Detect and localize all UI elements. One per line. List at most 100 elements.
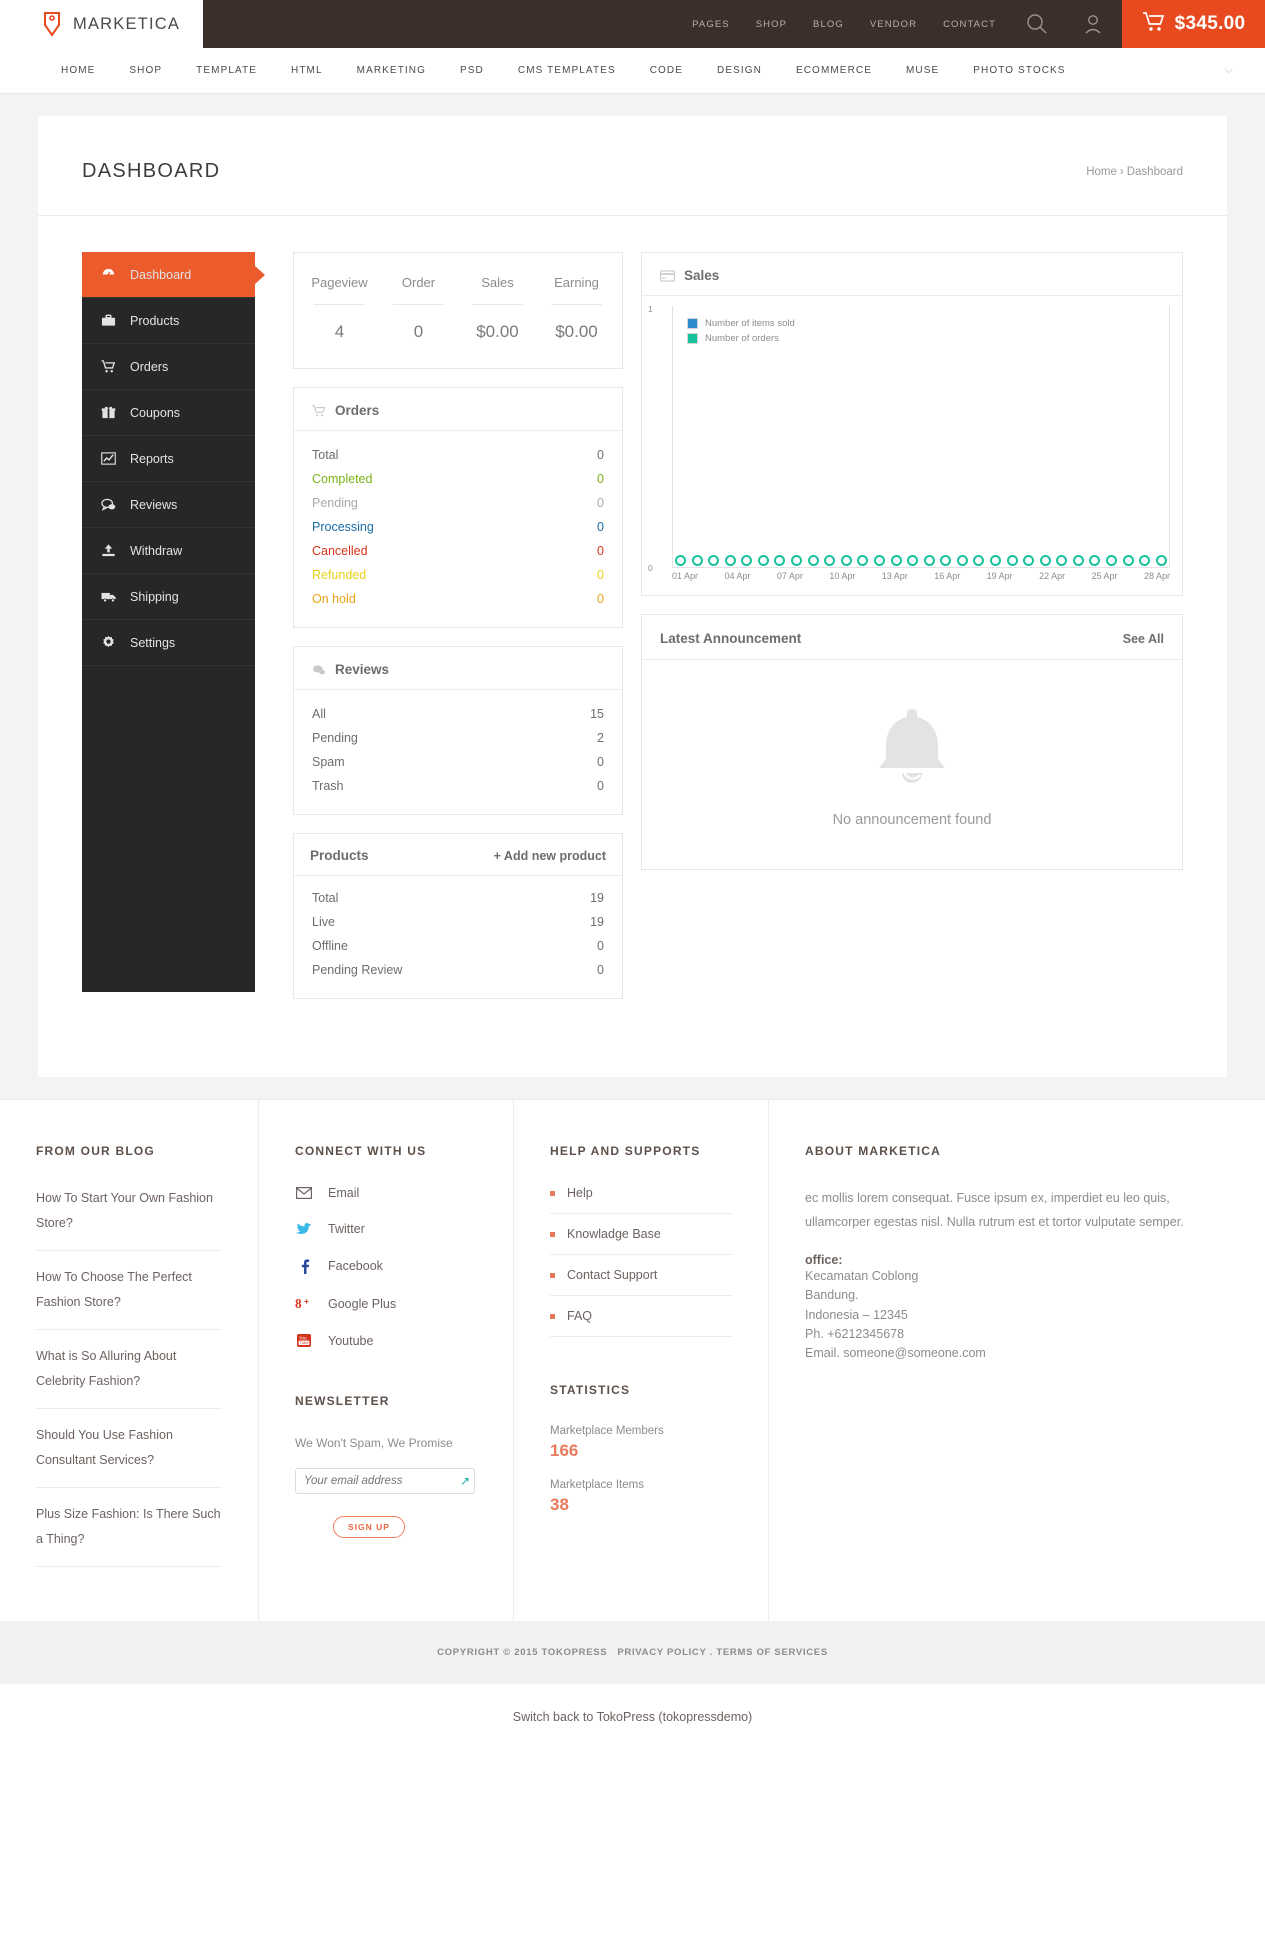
gift-icon (100, 405, 117, 420)
orders-row-pending[interactable]: Pending 0 (312, 491, 604, 515)
sidebar-label-products: Products (130, 313, 180, 328)
social-link-google-plus[interactable]: 8 + Google Plus (295, 1296, 477, 1311)
cart-button[interactable]: $345.00 (1122, 0, 1265, 48)
reviews-row-spam[interactable]: Spam 0 (312, 750, 604, 774)
help-link-faq[interactable]: FAQ (550, 1309, 732, 1337)
nav-item-design[interactable]: DESIGN (717, 65, 762, 76)
orders-row-processing[interactable]: Processing 0 (312, 515, 604, 539)
products-row-total[interactable]: Total 19 (304, 886, 612, 910)
help-link-knowledge-base[interactable]: Knowladge Base (550, 1227, 732, 1255)
social-link-email[interactable]: Email (295, 1186, 477, 1200)
orders-row-refunded[interactable]: Refunded 0 (312, 563, 604, 587)
footer-about-office-label: office: (805, 1252, 843, 1267)
nav-item-shop[interactable]: SHOP (129, 65, 163, 76)
sidebar-item-products[interactable]: Products (82, 298, 255, 344)
orders-value-on-hold: 0 (597, 592, 604, 606)
products-label-pending-review: Pending Review (312, 963, 403, 977)
site-footer: FROM OUR BLOG How To Start Your Own Fash… (0, 1099, 1265, 1758)
briefcase-icon (100, 313, 117, 328)
top-nav-item-shop[interactable]: SHOP (755, 18, 788, 30)
social-link-facebook[interactable]: Facebook (295, 1258, 477, 1274)
nav-item-photo-stocks[interactable]: PHOTO STOCKS (973, 65, 1066, 76)
nav-item-muse[interactable]: MUSE (905, 65, 940, 76)
products-row-offline[interactable]: Offline 0 (304, 934, 612, 958)
x-tick-label: 01 Apr (672, 571, 699, 581)
nav-item-ecommerce[interactable]: ECOMMERCE (795, 65, 872, 76)
reviews-row-pending[interactable]: Pending 2 (312, 726, 604, 750)
breadcrumb-home[interactable]: Home (1086, 165, 1117, 178)
sidebar-item-settings[interactable]: Settings (82, 620, 255, 666)
help-link-contact-support[interactable]: Contact Support (550, 1268, 732, 1296)
orders-row-total[interactable]: Total 0 (312, 443, 604, 467)
nav-item-psd[interactable]: PSD (460, 65, 484, 76)
data-point (923, 554, 935, 566)
legend-swatch-items-sold (687, 318, 698, 329)
newsletter-email-input[interactable] (304, 1475, 460, 1487)
facebook-icon (295, 1258, 312, 1274)
copyright-links[interactable]: PRIVACY POLICY . TERMS OF SERVICES (617, 1647, 828, 1658)
social-label-twitter: Twitter (328, 1222, 365, 1236)
data-point (1072, 554, 1084, 566)
reviews-row-trash[interactable]: Trash 0 (312, 774, 604, 798)
orders-row-on-hold[interactable]: On hold 0 (312, 587, 604, 611)
newsletter-input-wrap[interactable]: ↗ (295, 1468, 475, 1494)
products-row-live[interactable]: Live 19 (304, 910, 612, 934)
sidebar-item-shipping[interactable]: Shipping (82, 574, 255, 620)
data-point (708, 554, 720, 566)
data-point (691, 554, 703, 566)
footer-blog-link[interactable]: How To Start Your Own Fashion Store? (36, 1186, 222, 1251)
social-link-youtube[interactable]: You Tube Youtube (295, 1333, 477, 1348)
orders-row-completed[interactable]: Completed 0 (312, 467, 604, 491)
user-account-icon[interactable] (1078, 9, 1108, 39)
cart-icon (1142, 11, 1166, 38)
top-nav-item-pages[interactable]: PAGES (692, 18, 730, 30)
reviews-row-all[interactable]: All 15 (312, 702, 604, 726)
reviews-label-spam: Spam (312, 755, 345, 769)
footer-help-column: HELP AND SUPPORTS Help Knowladge Base Co… (513, 1100, 768, 1621)
sidebar-item-withdraw[interactable]: Withdraw (82, 528, 255, 574)
summary-stats-panel: Pageview 4 Order 0 Sal (293, 252, 623, 369)
social-label-google-plus: Google Plus (328, 1296, 397, 1311)
products-value-pending-review: 0 (597, 963, 604, 977)
sidebar-item-reports[interactable]: Reports (82, 436, 255, 482)
nav-item-marketing[interactable]: MARKETING (356, 65, 426, 76)
nav-item-template[interactable]: TEMPLATE (196, 65, 258, 76)
switch-back-link[interactable]: Switch back to TokoPress (tokopressdemo) (512, 1710, 753, 1724)
data-point (807, 554, 819, 566)
brand-logo[interactable]: MARKETICA (0, 0, 203, 48)
sidebar-item-orders[interactable]: Orders (82, 344, 255, 390)
stat-value-order: 0 (413, 322, 424, 341)
top-nav-item-contact[interactable]: CONTACT (943, 18, 996, 30)
nav-item-home[interactable]: HOME (61, 65, 96, 76)
help-link-help[interactable]: Help (550, 1186, 732, 1214)
statistic-name-members: Marketplace Members (550, 1425, 664, 1437)
orders-row-cancelled[interactable]: Cancelled 0 (312, 539, 604, 563)
top-nav-item-vendor[interactable]: VENDOR (869, 18, 918, 30)
search-icon[interactable] (1022, 9, 1052, 39)
footer-blog-link[interactable]: Plus Size Fashion: Is There Such a Thing… (36, 1502, 222, 1567)
top-nav-item-blog[interactable]: BLOG (813, 18, 844, 30)
nav-item-html[interactable]: HTML (291, 65, 323, 76)
breadcrumb-current: Dashboard (1126, 165, 1183, 178)
newsletter-signup-button[interactable]: SIGN UP (333, 1516, 405, 1538)
products-row-pending-review[interactable]: Pending Review 0 (304, 958, 612, 982)
social-link-twitter[interactable]: Twitter (295, 1222, 477, 1236)
reviews-panel-header: Reviews (294, 647, 622, 690)
see-all-announcements-button[interactable]: See All (1122, 631, 1164, 646)
x-tick-label: 22 Apr (1039, 571, 1066, 581)
footer-blog-link[interactable]: Should You Use Fashion Consultant Servic… (36, 1423, 222, 1488)
footer-blog-column: FROM OUR BLOG How To Start Your Own Fash… (0, 1100, 258, 1621)
products-label-offline: Offline (312, 939, 348, 953)
nav-item-cms-templates[interactable]: CMS TEMPLATES (517, 65, 616, 76)
chevron-down-icon[interactable]: ⌵ (1224, 64, 1233, 76)
sidebar-item-reviews[interactable]: Reviews (82, 482, 255, 528)
sidebar-item-coupons[interactable]: Coupons (82, 390, 255, 436)
sidebar-label-orders: Orders (130, 359, 169, 374)
footer-blog-link[interactable]: How To Choose The Perfect Fashion Store? (36, 1265, 222, 1330)
add-new-product-button[interactable]: + Add new product (493, 848, 606, 863)
sidebar-item-dashboard[interactable]: Dashboard (82, 252, 255, 298)
footer-about-line: Email. someone@someone.com (805, 1346, 986, 1361)
footer-columns: FROM OUR BLOG How To Start Your Own Fash… (0, 1100, 1265, 1621)
nav-item-code[interactable]: CODE (649, 65, 684, 76)
footer-blog-link[interactable]: What is So Alluring About Celebrity Fash… (36, 1344, 222, 1409)
